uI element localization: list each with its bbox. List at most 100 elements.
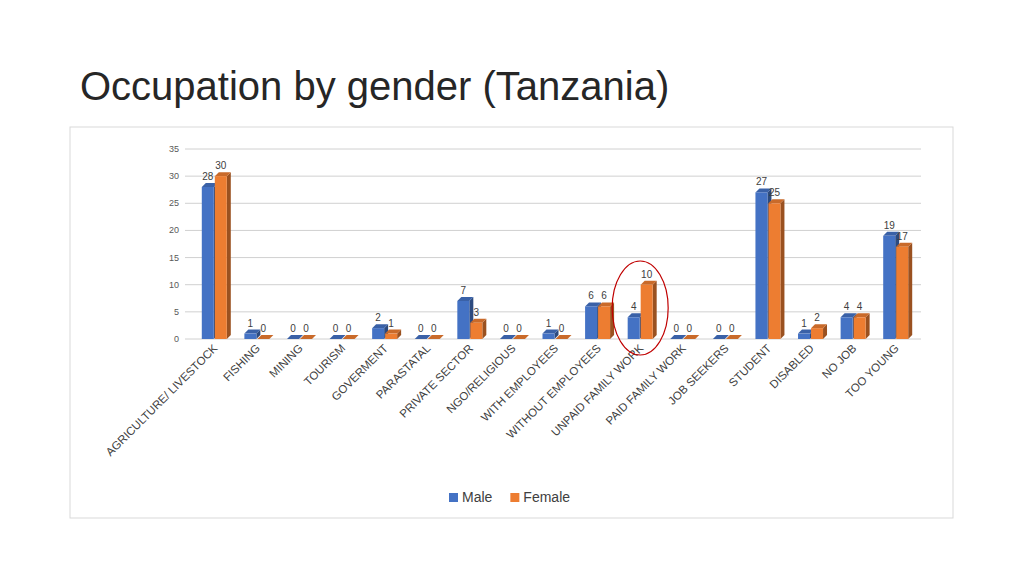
bar-3d [713,335,729,339]
bar-top [811,324,827,328]
title: Occupation by gender (Tanzania) [80,64,669,108]
bar [215,176,227,339]
bar [585,306,597,339]
bar-top [372,324,388,328]
x-tick-label: DISABLED [767,342,816,391]
data-label: 28 [202,171,214,182]
data-label: 4 [857,301,863,312]
bar-3d [811,324,827,339]
bar-top [670,335,686,339]
bar [372,328,384,339]
bar [500,339,512,340]
grid-line [185,311,921,312]
x-tick-label: WITH EMPLOYEES [479,342,561,424]
bar-3d [641,281,657,339]
data-label: 0 [418,323,424,334]
grid-line [185,230,921,231]
grid-line [185,284,921,285]
x-tick-label: NGO/RELIGIOUS [444,342,518,416]
bar-3d [556,335,572,339]
data-label: 0 [516,323,522,334]
bar [202,187,214,339]
data-label: 25 [769,187,781,198]
data-label: 2 [375,312,381,323]
grid-line [185,176,921,177]
bar-3d [470,319,486,339]
bar-top [768,199,784,203]
grid [185,149,921,339]
bars [202,172,912,339]
y-tick-label: 5 [174,307,179,317]
bar-3d [683,335,699,339]
data-label: 0 [503,323,509,334]
chart: Occupation by gender (Tanzania)051015202… [0,0,1024,576]
data-label: 1 [248,318,254,329]
bar-side [908,243,912,339]
y-tick-label: 20 [169,225,179,235]
legend-label: Female [523,489,570,505]
bar-top [428,335,444,339]
grid-line [185,257,921,258]
x-tick-label: MINING [267,342,305,380]
y-tick-label: 15 [169,253,179,263]
data-label: 4 [631,301,637,312]
bar-side [866,313,870,339]
chart-frame [70,127,953,518]
bar-3d [854,313,870,339]
y-tick-label: 25 [169,198,179,208]
bar-3d [543,330,559,339]
x-tick-label: FISHING [221,342,263,384]
bar [768,203,780,339]
bar [300,339,312,340]
bar-3d [428,335,444,339]
bar-top [500,335,516,339]
data-label: 19 [884,220,896,231]
bar-3d [300,335,316,339]
data-label: 1 [801,318,807,329]
legend-swatch [510,493,519,502]
bar [755,192,767,339]
bar-top [683,335,699,339]
bar-3d [257,335,273,339]
bar-top [854,313,870,317]
x-tick-label: PRIVATE SECTOR [397,342,475,420]
data-label: 10 [641,269,653,280]
bar [841,317,853,339]
data-label: 1 [546,318,552,329]
bar-top [215,172,231,176]
bar-top [556,335,572,339]
bar-3d [768,199,784,339]
highlight-circle [612,261,668,355]
bar [798,334,810,339]
x-tick-label: AGRICULTURE/ LIVESTOCK [104,342,220,458]
bar [811,328,823,339]
bar [457,301,469,339]
bar [670,339,682,340]
bar-top [585,302,601,306]
bar [883,236,895,339]
data-label: 6 [601,290,607,301]
bar [428,339,440,340]
bar-top [726,335,742,339]
legend: MaleFemale [449,489,570,505]
bar-side [227,172,231,339]
grid-line [185,203,921,204]
bar-3d [726,335,742,339]
bar [513,339,525,340]
bar-top [641,281,657,285]
bar [385,334,397,339]
x-tick-label: TOO YOUNG [843,342,901,400]
y-tick-label: 35 [169,144,179,154]
data-label: 27 [756,176,768,187]
y-tick-label: 30 [169,171,179,181]
data-label: 0 [303,323,309,334]
bar-top [343,335,359,339]
y-tick-label: 10 [169,280,179,290]
x-tick-label: JOB SEEKERS [666,342,731,407]
data-label: 0 [261,323,267,334]
bar [543,334,555,339]
bar-top [841,313,857,317]
bar [343,339,355,340]
data-label: 0 [716,323,722,334]
bar-top [385,330,401,334]
